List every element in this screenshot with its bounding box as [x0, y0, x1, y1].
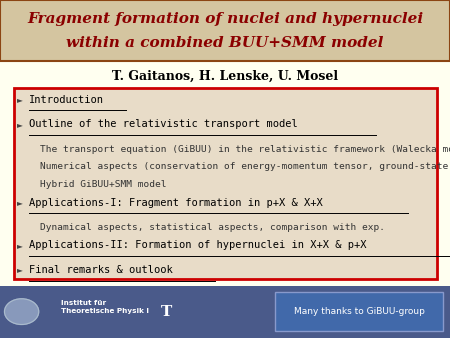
Text: Institut für
Theoretische Physik I: Institut für Theoretische Physik I: [61, 300, 149, 314]
Text: Fragment formation of nuclei and hypernuclei: Fragment formation of nuclei and hypernu…: [27, 11, 423, 26]
FancyBboxPatch shape: [0, 0, 450, 61]
Text: Many thanks to GiBUU-group: Many thanks to GiBUU-group: [294, 308, 424, 316]
Text: Final remarks & outlook: Final remarks & outlook: [29, 265, 173, 275]
Text: ►: ►: [17, 95, 22, 104]
FancyBboxPatch shape: [0, 286, 450, 338]
Text: Outline of the relativistic transport model: Outline of the relativistic transport mo…: [29, 119, 298, 129]
Circle shape: [4, 299, 39, 324]
FancyBboxPatch shape: [274, 292, 443, 331]
Text: ►: ►: [17, 198, 22, 207]
Text: Hybrid GiBUU+SMM model: Hybrid GiBUU+SMM model: [40, 180, 167, 189]
Text: T: T: [161, 305, 172, 319]
Text: T. Gaitanos, H. Lenske, U. Mosel: T. Gaitanos, H. Lenske, U. Mosel: [112, 70, 338, 82]
Text: Numerical aspects (conservation of energy-momentum tensor, ground-state): Numerical aspects (conservation of energ…: [40, 163, 450, 171]
Text: Applications-II: Formation of hypernuclei in X+X & p+X: Applications-II: Formation of hypernucle…: [29, 240, 367, 250]
Text: ►: ►: [17, 266, 22, 274]
Text: The transport equation (GiBUU) in the relativistic framework (Walecka model): The transport equation (GiBUU) in the re…: [40, 145, 450, 153]
Text: Dynamical aspects, statistical aspects, comparison with exp.: Dynamical aspects, statistical aspects, …: [40, 223, 386, 232]
Text: Applications-I: Fragment formation in p+X & X+X: Applications-I: Fragment formation in p+…: [29, 198, 323, 208]
Text: Introduction: Introduction: [29, 95, 104, 105]
Text: ►: ►: [17, 120, 22, 129]
Text: within a combined BUU+SMM model: within a combined BUU+SMM model: [66, 36, 384, 50]
Text: ►: ►: [17, 241, 22, 250]
FancyBboxPatch shape: [14, 88, 436, 279]
